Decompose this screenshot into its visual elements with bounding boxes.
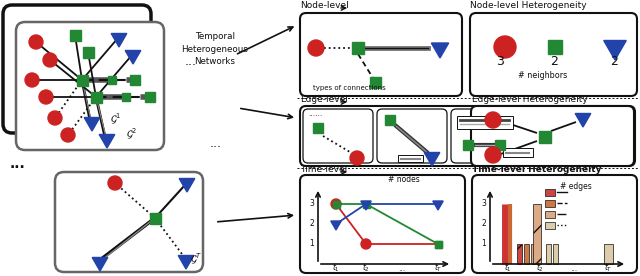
Bar (130, 75, 140, 85)
Text: ...: ... (399, 264, 406, 273)
FancyBboxPatch shape (472, 175, 637, 273)
Bar (333, 200, 339, 208)
Bar (362, 200, 369, 208)
Text: ...: ... (10, 157, 26, 171)
Bar (83, 46, 93, 57)
Text: $\mathcal{G}^1$: $\mathcal{G}^1$ (110, 111, 122, 126)
Bar (539, 131, 551, 143)
Text: Temporal
Heterogeneous
Networks: Temporal Heterogeneous Networks (182, 32, 248, 66)
Bar (435, 240, 442, 248)
Circle shape (494, 36, 516, 58)
Bar (352, 42, 364, 54)
Bar (122, 93, 130, 101)
Bar (545, 189, 555, 196)
Circle shape (61, 128, 75, 142)
FancyBboxPatch shape (470, 13, 637, 96)
FancyBboxPatch shape (300, 106, 635, 166)
Text: # neighbors: # neighbors (518, 71, 567, 80)
Circle shape (108, 176, 122, 190)
Bar (398, 155, 423, 162)
Text: ...: ... (185, 55, 197, 68)
Bar (495, 140, 505, 150)
Text: ......: ...... (308, 109, 323, 118)
Circle shape (29, 35, 43, 49)
Text: ...: ... (570, 264, 577, 273)
Text: 2: 2 (550, 55, 558, 68)
Bar (385, 115, 395, 125)
Bar (552, 244, 557, 264)
Circle shape (48, 111, 62, 125)
Bar (70, 30, 81, 41)
Circle shape (485, 112, 501, 128)
Circle shape (308, 40, 324, 56)
Bar (545, 200, 555, 207)
Circle shape (39, 90, 53, 104)
Circle shape (331, 199, 341, 209)
Text: 1: 1 (481, 240, 486, 248)
Text: $t_2$: $t_2$ (536, 262, 544, 275)
Bar (545, 222, 555, 229)
FancyBboxPatch shape (16, 22, 164, 150)
Bar (533, 204, 541, 264)
Bar (435, 240, 442, 248)
Text: Node-level Heterogeneity: Node-level Heterogeneity (470, 1, 587, 10)
FancyBboxPatch shape (471, 106, 634, 166)
Text: 2: 2 (610, 55, 618, 68)
Text: $\mathcal{G}^T$: $\mathcal{G}^T$ (190, 251, 202, 266)
Text: 3: 3 (481, 200, 486, 208)
Bar (503, 148, 533, 157)
Bar (604, 244, 612, 264)
Text: # nodes: # nodes (388, 175, 420, 184)
Circle shape (361, 239, 371, 249)
FancyBboxPatch shape (300, 13, 462, 96)
FancyBboxPatch shape (377, 109, 447, 163)
Bar (524, 244, 529, 264)
Circle shape (43, 53, 57, 67)
Bar (516, 244, 522, 264)
Text: Edge-level Heterogeneity: Edge-level Heterogeneity (472, 95, 588, 104)
Bar (369, 76, 381, 87)
Bar (548, 40, 562, 54)
Text: Time-level Heterogeneity: Time-level Heterogeneity (472, 165, 602, 174)
Bar (313, 123, 323, 133)
Bar (77, 75, 88, 86)
Text: 3: 3 (309, 200, 314, 208)
Circle shape (350, 151, 364, 165)
Bar (531, 244, 536, 264)
Text: $t_2$: $t_2$ (362, 262, 370, 275)
Text: types of connections: types of connections (313, 85, 386, 91)
Bar (545, 244, 550, 264)
Bar (457, 116, 513, 129)
Text: 1: 1 (309, 240, 314, 248)
Bar (545, 211, 555, 218)
FancyBboxPatch shape (303, 109, 373, 163)
Text: 3: 3 (496, 55, 504, 68)
Text: 2: 2 (481, 219, 486, 229)
Text: $t_1$: $t_1$ (332, 262, 340, 275)
Text: $t_1$: $t_1$ (504, 262, 512, 275)
Text: Edge-level: Edge-level (300, 95, 348, 104)
Text: 2: 2 (309, 219, 314, 229)
Text: $t_T$: $t_T$ (604, 262, 612, 275)
Text: # edges: # edges (560, 182, 592, 191)
Text: $t_T$: $t_T$ (434, 262, 442, 275)
Text: Node-level: Node-level (300, 1, 349, 10)
Circle shape (25, 73, 39, 87)
Bar (145, 92, 155, 102)
Bar (90, 92, 102, 102)
FancyBboxPatch shape (300, 175, 465, 273)
Bar (150, 213, 161, 224)
Bar (463, 140, 473, 150)
FancyBboxPatch shape (55, 172, 203, 272)
Text: ...: ... (210, 137, 222, 150)
Circle shape (485, 147, 501, 163)
Text: Time-level: Time-level (300, 165, 348, 174)
FancyBboxPatch shape (3, 5, 151, 133)
FancyBboxPatch shape (451, 109, 521, 163)
Text: $\mathcal{G}^2$: $\mathcal{G}^2$ (126, 126, 138, 140)
Bar (108, 76, 116, 84)
